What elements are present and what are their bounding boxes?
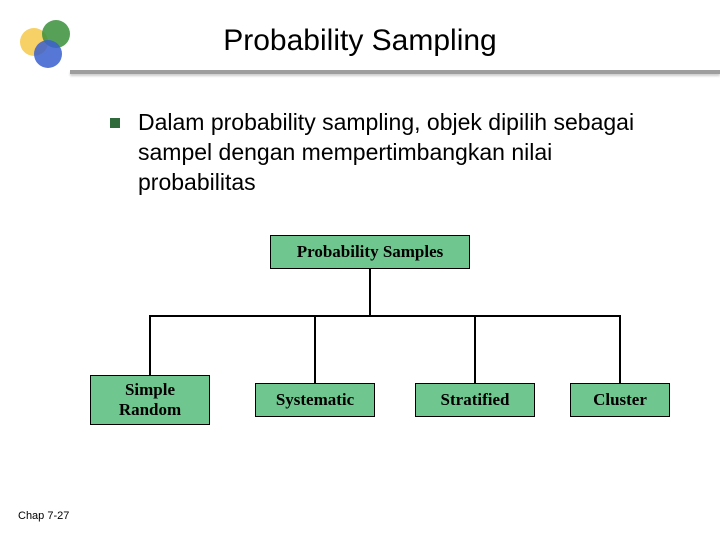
bullet-row: Dalam probability sampling, objek dipili… <box>110 108 660 198</box>
node-child-1: Systematic <box>255 383 375 417</box>
node-child-3-label: Cluster <box>593 390 647 410</box>
node-child-0-label: Simple Random <box>119 380 181 419</box>
node-child-0: Simple Random <box>90 375 210 425</box>
node-child-2: Stratified <box>415 383 535 417</box>
title-rule <box>70 70 720 74</box>
connector-drop-3 <box>619 315 621 383</box>
node-root: Probability Samples <box>270 235 470 269</box>
slide-title: Probability Sampling <box>0 24 720 58</box>
node-child-3: Cluster <box>570 383 670 417</box>
bullet-text: Dalam probability sampling, objek dipili… <box>138 108 660 198</box>
connector-drop-2 <box>474 315 476 383</box>
connector-drop-1 <box>314 315 316 383</box>
connector-trunk <box>369 269 371 315</box>
bullet-icon <box>110 118 120 128</box>
connector-hbar <box>149 315 621 317</box>
connector-drop-0 <box>149 315 151 375</box>
tree-diagram: Probability Samples Simple Random System… <box>60 235 680 455</box>
slide-footer: Chap 7-27 <box>18 510 69 522</box>
node-child-1-label: Systematic <box>276 390 354 410</box>
node-child-2-label: Stratified <box>441 390 510 410</box>
node-root-label: Probability Samples <box>297 242 444 262</box>
